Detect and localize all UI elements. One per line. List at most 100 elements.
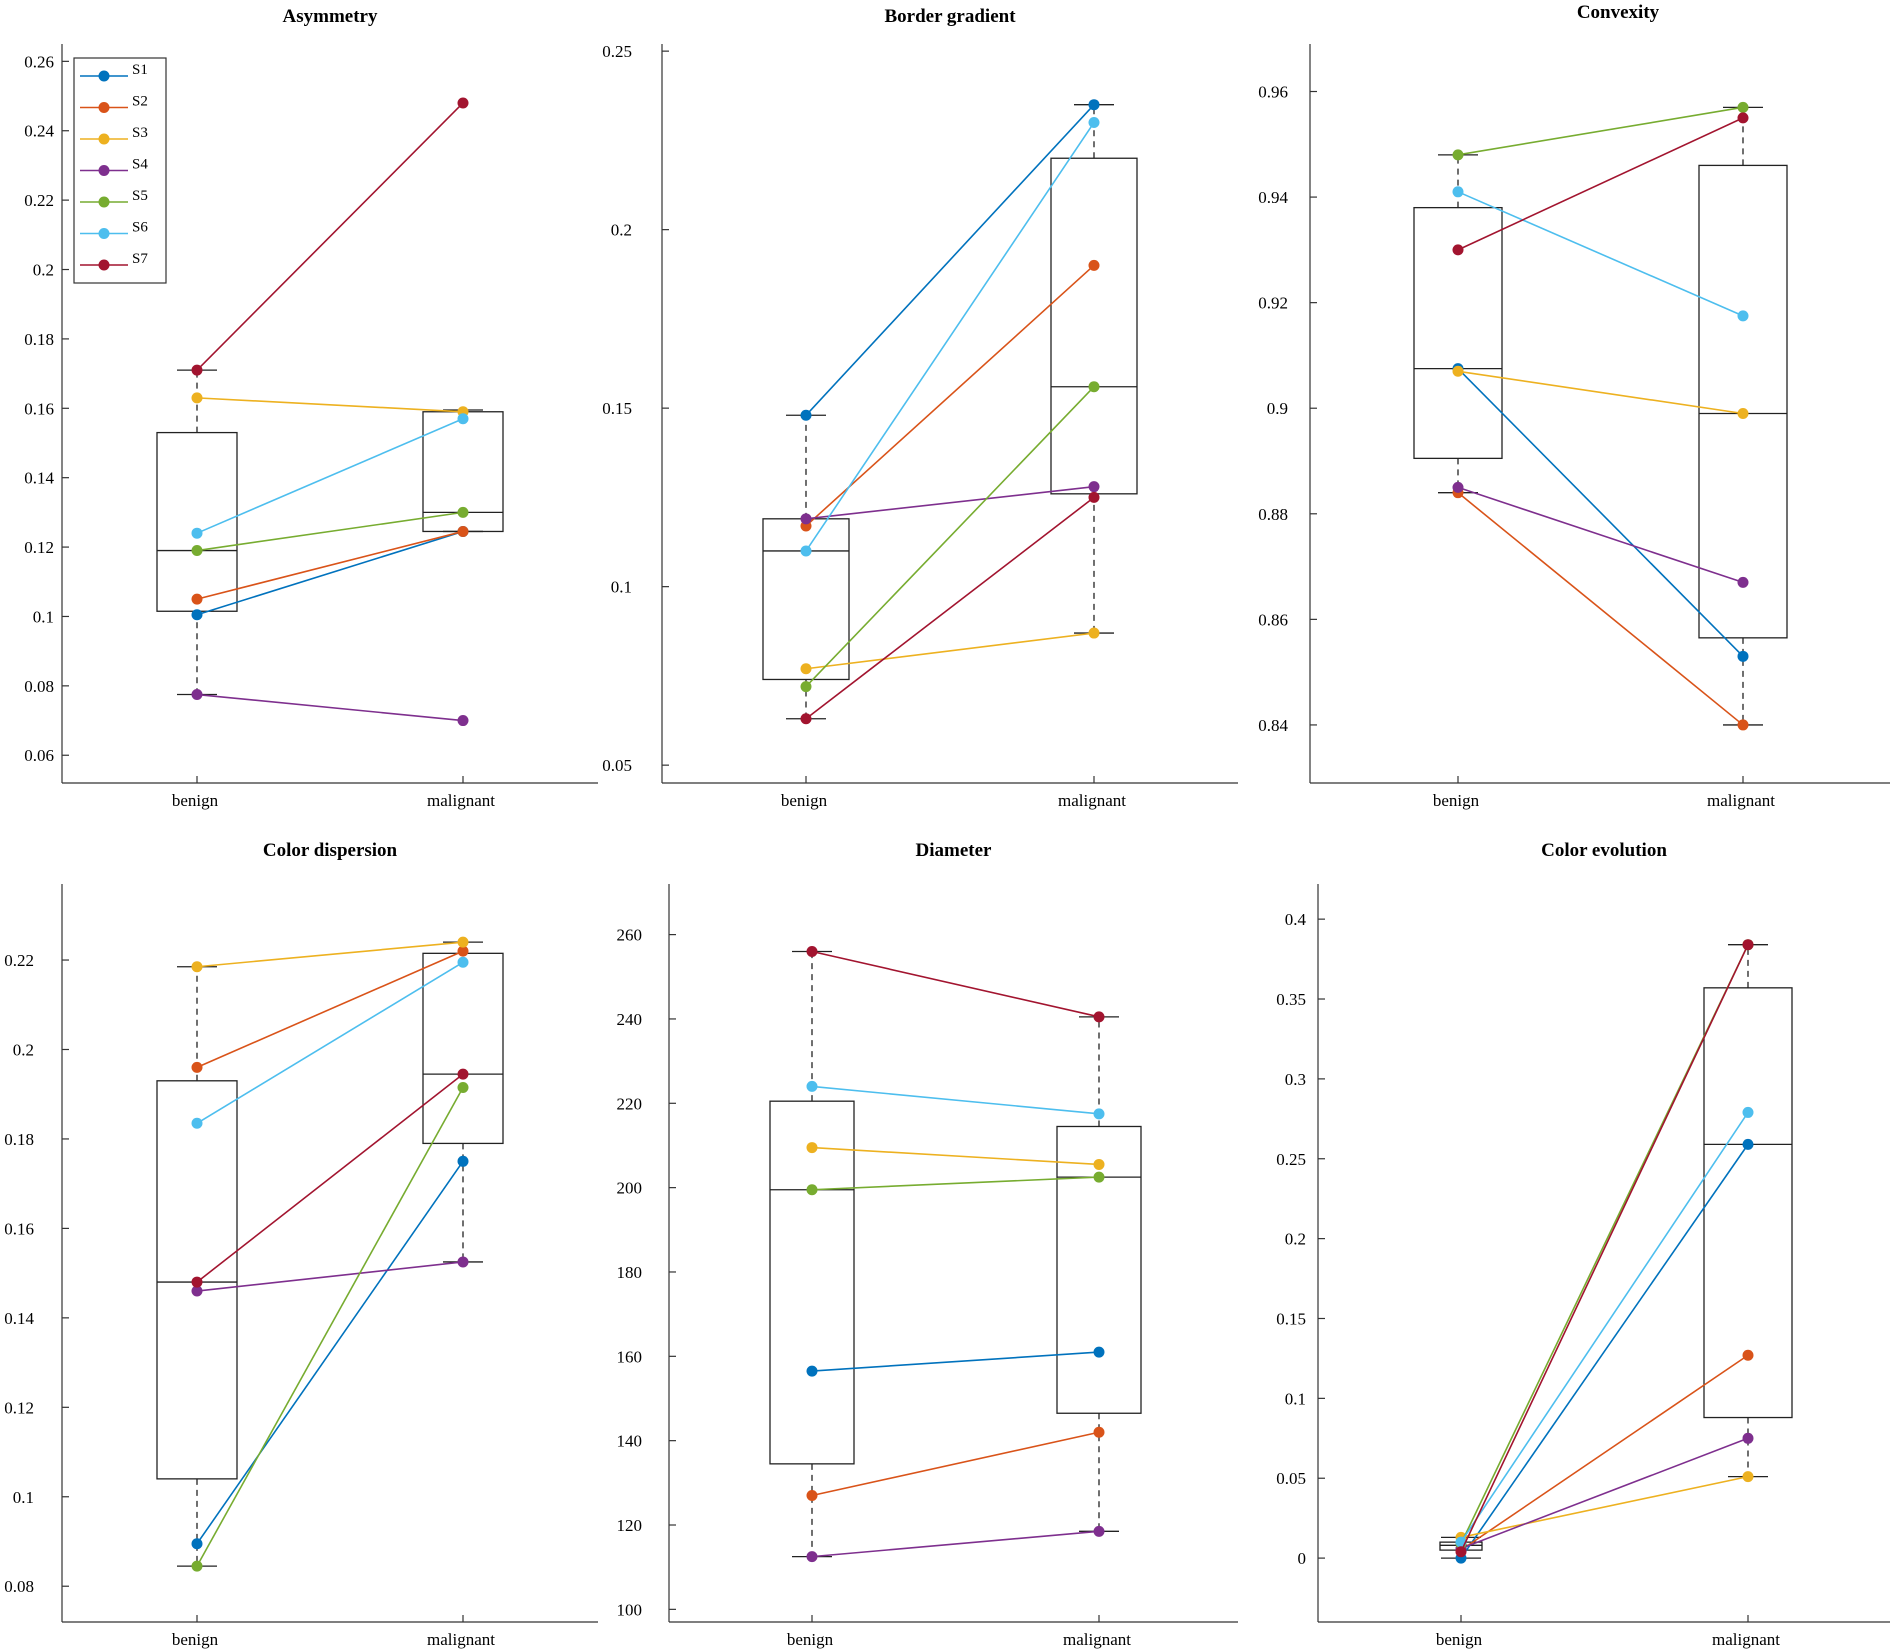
y-tick-label: 0.16: [24, 399, 54, 418]
y-tick-label: 0.1: [13, 1488, 34, 1507]
y-tick-label: 0.14: [24, 469, 54, 488]
series-line: [1460, 1437, 1749, 1550]
series-line: [196, 417, 464, 534]
y-tick-label: 0.1: [33, 607, 54, 626]
data-point-malignant: [457, 506, 469, 518]
x-tick-label-malignant: malignant: [427, 791, 495, 810]
y-tick-label: 0.18: [24, 330, 54, 349]
series-line: [196, 961, 464, 1124]
data-point-malignant: [457, 1082, 469, 1094]
chart-panel-3: Convexity 0.84 0.86 0.88 0.9 0.92 0.94 0.96 beni…: [1258, 2, 1890, 810]
series-line: [1460, 1143, 1749, 1559]
y-tick-label: 120: [617, 1516, 643, 1535]
series-line: [811, 1146, 1100, 1166]
series-S3: [800, 627, 1100, 675]
chart-panel-6: Color evolution 0 0.05 0.1 0.15 0.2 0.25 0.3 0.3…: [1276, 840, 1890, 1649]
box-rect: [1056, 1125, 1142, 1414]
data-point-malignant: [1737, 719, 1749, 731]
legend-marker: [98, 165, 110, 176]
data-point-benign: [800, 713, 812, 725]
data-point-benign: [1452, 186, 1464, 198]
y-tick-label: 0.26: [24, 52, 54, 71]
data-point-benign: [1452, 244, 1464, 256]
chart-panel-2: Border gradient 0.05 0.1 0.15 0.2 0.25 benign m…: [602, 6, 1238, 810]
series-S4: [1452, 481, 1749, 588]
y-tick-label: 0.2: [1285, 1230, 1306, 1249]
data-point-benign: [806, 1551, 818, 1563]
data-point-malignant: [1737, 112, 1749, 124]
y-tick-label: 0.12: [24, 538, 54, 557]
data-point-benign: [191, 527, 203, 539]
x-tick-label-benign: benign: [781, 791, 828, 810]
data-point-benign: [806, 1080, 818, 1092]
series-line: [811, 1176, 1100, 1191]
y-tick-label: 200: [617, 1179, 643, 1198]
data-point-malignant: [1737, 408, 1749, 419]
data-point-malignant: [1088, 381, 1100, 393]
legend-label: S4: [132, 157, 148, 173]
series-S6: [1455, 1106, 1754, 1548]
series-S2: [1452, 487, 1749, 731]
data-point-benign: [191, 392, 203, 404]
y-tick-label: 160: [617, 1347, 643, 1366]
legend-label: S7: [132, 251, 148, 267]
series-line: [196, 941, 464, 968]
data-point-malignant: [1093, 1011, 1105, 1023]
series-S2: [191, 945, 469, 1073]
data-point-malignant: [1737, 101, 1749, 113]
data-point-malignant: [1742, 1349, 1754, 1361]
y-tick-label: 0.25: [602, 42, 632, 61]
series-line: [805, 122, 1095, 552]
series-S6: [800, 117, 1100, 557]
x-tick-label-benign: benign: [1433, 791, 1480, 810]
legend-label: S5: [132, 188, 148, 204]
y-tick-label: 0.2: [611, 221, 632, 240]
data-point-benign: [191, 1538, 203, 1550]
data-point-benign: [191, 1117, 203, 1129]
data-point-benign: [191, 689, 203, 701]
series-S5: [806, 1171, 1105, 1196]
series-line: [805, 496, 1095, 720]
data-point-benign: [806, 1489, 818, 1501]
series-line: [811, 1431, 1100, 1497]
y-tick-label: 0.96: [1258, 83, 1288, 102]
series-line: [196, 1160, 464, 1545]
series-S3: [1452, 365, 1749, 419]
data-point-benign: [806, 1365, 818, 1377]
series-S3: [191, 392, 469, 418]
legend-item-S3: S3: [80, 125, 148, 145]
data-point-malignant: [1088, 481, 1100, 493]
data-point-malignant: [457, 1256, 469, 1268]
y-tick-label: 240: [617, 1010, 643, 1029]
y-tick-label: 0.08: [24, 677, 54, 696]
series-S3: [191, 936, 469, 973]
series-line: [805, 264, 1095, 527]
data-point-benign: [800, 545, 812, 557]
chart-title: Diameter: [916, 840, 993, 861]
data-point-malignant: [1088, 99, 1100, 111]
series-S4: [191, 689, 469, 727]
box-malignant: [1703, 944, 1793, 1478]
y-tick-label: 220: [617, 1094, 643, 1113]
box-rect: [1698, 164, 1788, 639]
legend-marker: [98, 133, 110, 145]
x-tick-label-benign: benign: [787, 1630, 834, 1649]
y-tick-label: 0.2: [33, 261, 54, 280]
box-rect: [1050, 157, 1138, 495]
x-tick-label-malignant: malignant: [1058, 791, 1126, 810]
legend-marker: [98, 228, 110, 239]
series-S4: [191, 1256, 469, 1297]
series-line: [196, 511, 464, 552]
series-line: [196, 102, 464, 371]
y-tick-label: 0.15: [1276, 1309, 1306, 1328]
y-tick-label: 0: [1298, 1549, 1307, 1568]
series-line: [1457, 492, 1744, 726]
series-line: [1460, 1111, 1749, 1543]
data-point-benign: [191, 609, 203, 621]
box-rect: [156, 1080, 238, 1480]
data-point-benign: [191, 364, 203, 376]
chart-title: Color evolution: [1541, 840, 1667, 861]
data-point-benign: [800, 681, 812, 693]
box-benign: [156, 966, 238, 1567]
box-malignant: [422, 941, 504, 1263]
